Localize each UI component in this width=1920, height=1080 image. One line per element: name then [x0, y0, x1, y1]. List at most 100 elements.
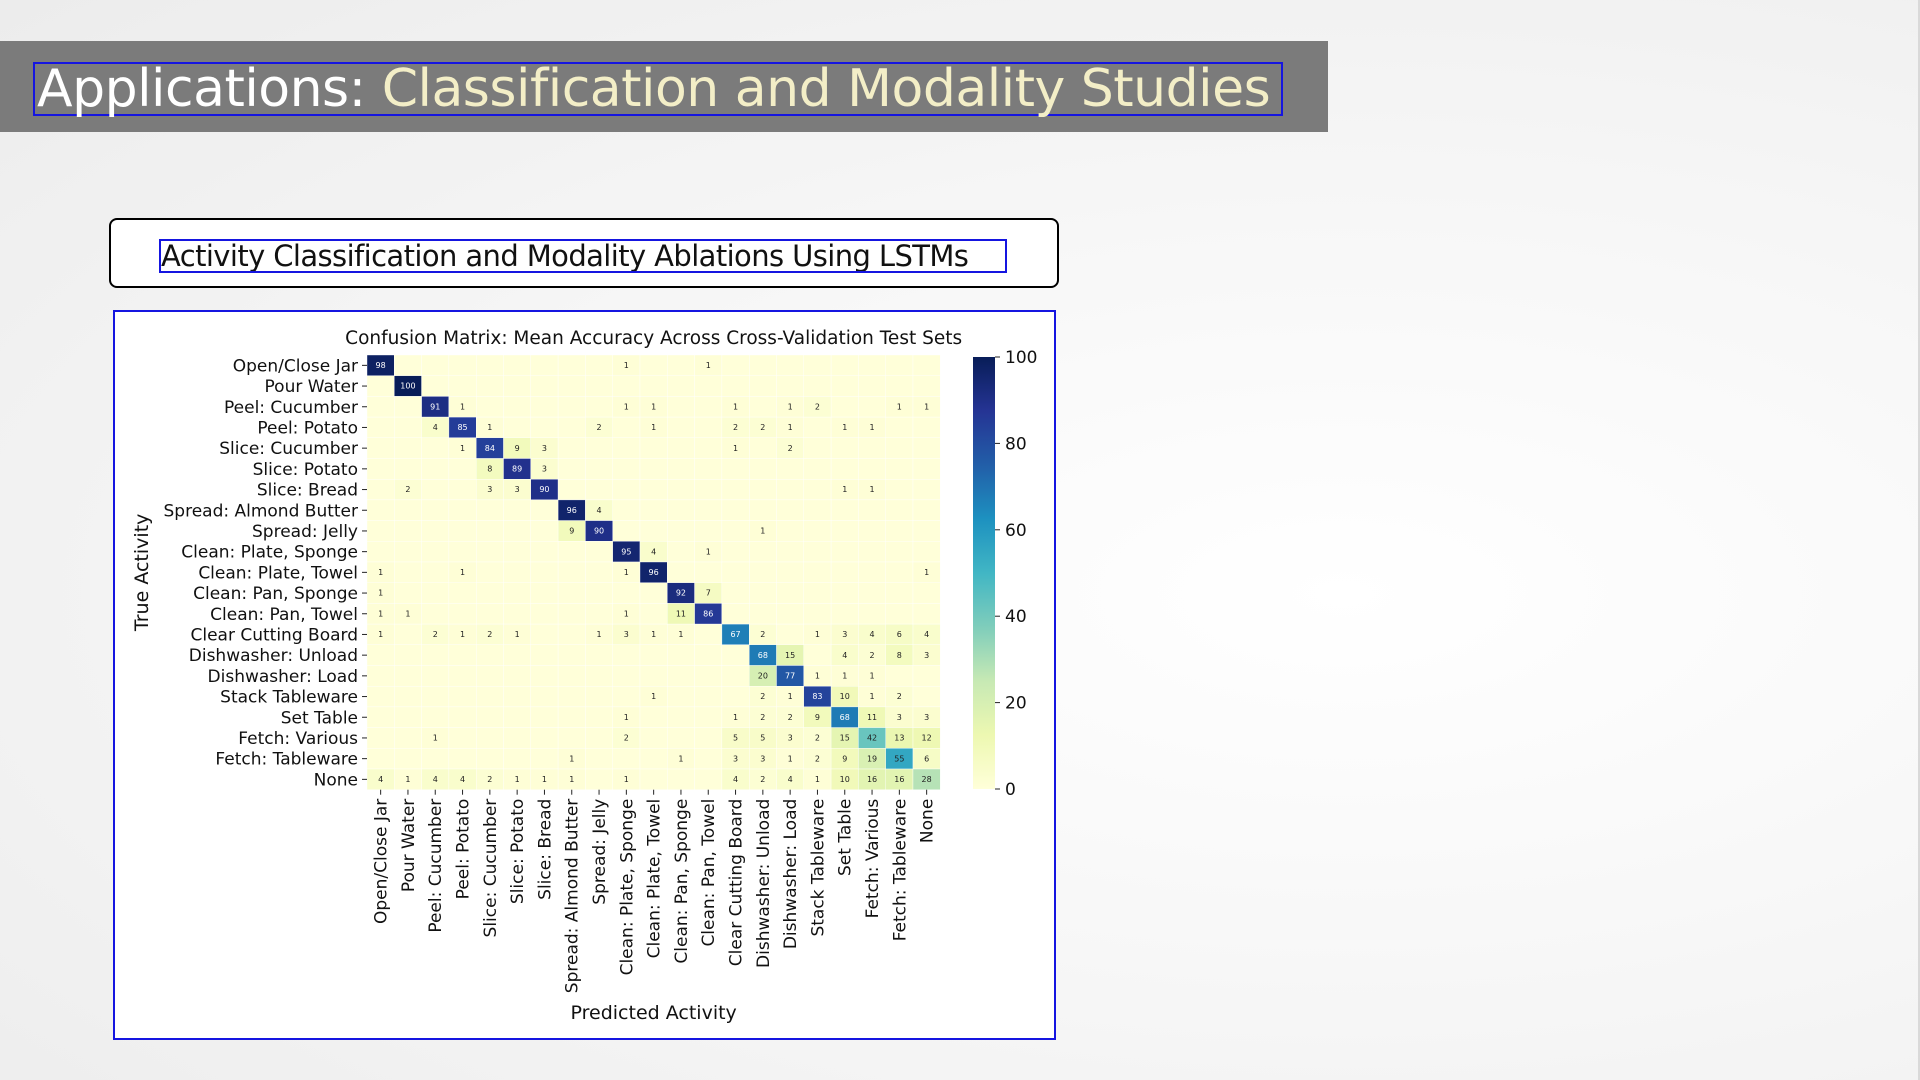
cell-value-label: 10: [840, 775, 850, 784]
cell-value-label: 2: [815, 754, 820, 763]
heatmap-cell: [721, 561, 750, 583]
heatmap-cell: [366, 416, 395, 438]
heatmap-cell: [421, 458, 450, 480]
cell-value-label: 1: [624, 713, 629, 722]
cell-value-label: 1: [651, 423, 656, 432]
cell-value-label: 89: [512, 464, 522, 473]
heatmap-cell: [639, 603, 668, 625]
cell-value-label: 1: [378, 589, 383, 598]
heatmap-cell: [749, 478, 777, 501]
heatmap-cell: [448, 541, 477, 563]
cell-value-label: 2: [405, 485, 410, 494]
heatmap-cell: [557, 623, 586, 646]
cell-value-label: 3: [515, 485, 520, 494]
heatmap-cell: [503, 727, 531, 749]
heatmap-cell: [394, 499, 422, 521]
cell-value-label: 3: [487, 485, 492, 494]
y-tick-label: Spread: Jelly: [252, 522, 358, 542]
heatmap-cell: [667, 354, 695, 376]
cell-value-label: 9: [569, 527, 574, 536]
heatmap-cell: [885, 499, 914, 521]
heatmap-cell: [667, 478, 695, 501]
heatmap-cell: [557, 665, 586, 687]
chart-frame[interactable]: Confusion Matrix: Mean Accuracy Across C…: [113, 310, 1056, 1040]
heatmap-cell: [448, 520, 477, 542]
x-tick-label: Spread: Jelly: [590, 799, 610, 905]
heatmap-cell: [858, 458, 886, 480]
heatmap-cell: [394, 706, 422, 728]
heatmap-cell: [694, 375, 723, 397]
slide-title[interactable]: Applications: Classification and Modalit…: [33, 62, 1283, 116]
heatmap-cell: [776, 623, 804, 646]
heatmap-cell: [667, 416, 695, 438]
heatmap-cell: [912, 499, 941, 521]
heatmap-cell: [639, 499, 668, 521]
heatmap-cell: [530, 686, 559, 708]
heatmap-cell: [476, 541, 504, 563]
heatmap-cell: [612, 458, 641, 480]
heatmap-cell: [667, 520, 695, 542]
cell-value-label: 1: [405, 775, 410, 784]
heatmap-cell: [776, 478, 804, 501]
heatmap-cell: [366, 541, 395, 563]
cell-value-label: 98: [376, 361, 386, 370]
cell-value-label: 3: [924, 651, 929, 660]
heatmap-cell: [585, 458, 613, 480]
heatmap-cell: [776, 354, 804, 376]
heatmap-cell: [366, 706, 395, 728]
heatmap-cell: [694, 416, 723, 438]
heatmap-cell: [394, 520, 422, 542]
heatmap-cell: [803, 644, 832, 666]
heatmap-cell: [612, 437, 641, 459]
x-tick-label: None: [918, 799, 938, 843]
cell-value-label: 91: [430, 402, 440, 411]
heatmap-cell: [885, 665, 914, 687]
heatmap-cell: [503, 416, 531, 438]
cell-value-label: 1: [433, 734, 438, 743]
heatmap-cell: [503, 748, 531, 770]
heatmap-cell: [667, 644, 695, 666]
cell-value-label: 1: [624, 568, 629, 577]
heatmap-cell: [612, 520, 641, 542]
heatmap-cell: [585, 478, 613, 501]
cell-value-label: 1: [651, 402, 656, 411]
heatmap-cell: [885, 437, 914, 459]
x-tick-label: Clear Cutting Board: [727, 799, 747, 967]
cell-value-label: 4: [870, 630, 875, 639]
cell-value-label: 15: [840, 734, 850, 743]
cell-value-label: 2: [487, 630, 492, 639]
heatmap-cell: [803, 520, 832, 542]
heatmap-cell: [667, 458, 695, 480]
heatmap-cell: [448, 478, 477, 501]
heatmap-cell: [503, 375, 531, 397]
cell-value-label: 3: [733, 754, 738, 763]
heatmap-cell: [612, 686, 641, 708]
colorbar-tick-label: 80: [1005, 434, 1027, 454]
heatmap-cell: [885, 561, 914, 583]
heatmap-cell: [803, 458, 832, 480]
heatmap-cell: [366, 478, 395, 501]
cell-value-label: 11: [867, 713, 877, 722]
cell-value-label: 1: [870, 485, 875, 494]
x-tick-label: Clean: Plate, Sponge: [617, 799, 637, 976]
heatmap-cell: [612, 478, 641, 501]
subtitle-text[interactable]: Activity Classification and Modality Abl…: [159, 239, 1007, 273]
heatmap-cell: [557, 396, 586, 418]
colorbar: [973, 357, 995, 789]
heatmap-cell: [858, 561, 886, 583]
heatmap-cell: [912, 603, 941, 625]
cell-value-label: 1: [378, 568, 383, 577]
heatmap-cell: [585, 354, 613, 376]
heatmap-cell: [667, 437, 695, 459]
cell-value-label: 9: [515, 444, 520, 453]
heatmap-cell: [503, 665, 531, 687]
heatmap-cell: [394, 644, 422, 666]
heatmap-cell: [612, 644, 641, 666]
cell-value-label: 11: [676, 609, 686, 618]
heatmap-cell: [503, 686, 531, 708]
heatmap-cell: [776, 458, 804, 480]
heatmap-cell: [749, 499, 777, 521]
cell-value-label: 2: [733, 423, 738, 432]
heatmap-cell: [721, 665, 750, 687]
heatmap-cell: [421, 582, 450, 604]
